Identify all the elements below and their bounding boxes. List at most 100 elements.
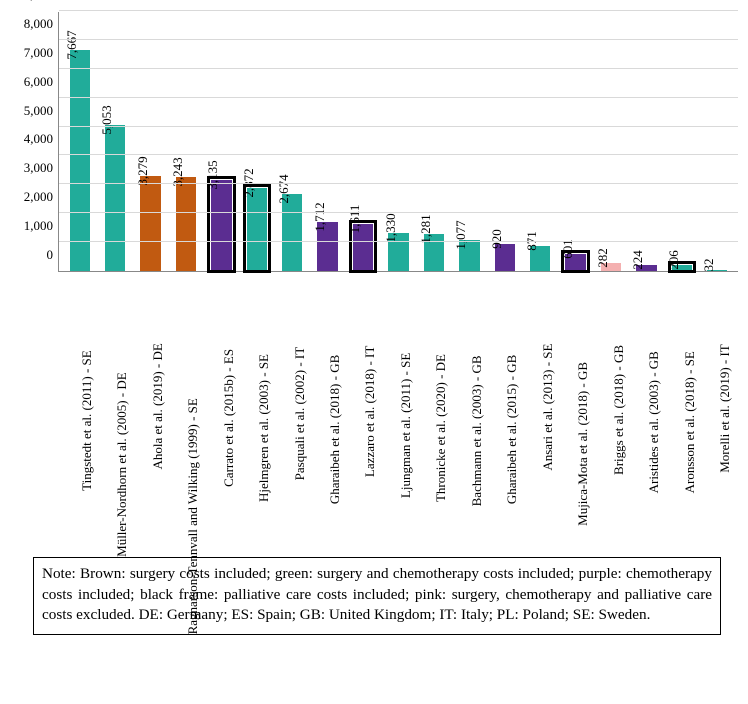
gridline xyxy=(59,39,738,40)
x-label: Ljungman et al. (2011) - SE xyxy=(398,353,414,498)
x-label: Mujica-Mota et al. (2018) - GB xyxy=(575,362,591,526)
x-label: Morelli et al. (2019) - IT xyxy=(717,344,733,473)
x-label: Pasquali et al. (2002) - IT xyxy=(292,347,308,481)
bar: 601 xyxy=(565,254,585,271)
y-tick-label: 5,000 xyxy=(24,103,53,119)
x-label-slot: Hjelmgren et al. (2003) - SE xyxy=(243,274,268,284)
bar-slot: 282 xyxy=(598,12,623,271)
bars-container: 7,667 5,053 3,279 3,243 3,135 2,872 2,674 1,712… xyxy=(59,12,738,271)
x-label: Tingstedt et al. (2011) - SE xyxy=(79,350,95,491)
chart-note: Note: Brown: surgery costs included; gre… xyxy=(33,557,721,635)
bar-slot: 871 xyxy=(527,12,552,271)
y-tick-label: 6,000 xyxy=(24,74,53,90)
bar: 206 xyxy=(672,265,692,271)
bar: 282 xyxy=(601,263,621,271)
gridline xyxy=(59,212,738,213)
x-label: Thronicke et al. (2020) - DE xyxy=(433,354,449,502)
x-label-slot: Müller-Nordhorn et al. (2005) - DE xyxy=(101,274,126,284)
value-label: 7,667 xyxy=(64,30,80,59)
y-tick-label: 0 xyxy=(47,247,54,263)
value-label: 224 xyxy=(630,250,646,270)
bar: 871 xyxy=(530,246,550,271)
x-label: Aristides et al. (2003) - GB xyxy=(646,351,662,493)
bar: 2,674 xyxy=(282,194,302,271)
x-label: Ansari et al. (2013) - SE xyxy=(540,344,556,471)
bar: 3,279 xyxy=(140,176,160,271)
gridline xyxy=(59,241,738,242)
value-label: 282 xyxy=(595,248,611,268)
bar-slot: 3,279 xyxy=(138,12,163,271)
value-label: 1,611 xyxy=(347,205,363,234)
x-label-slot: Ahola et al. (2019) - DE xyxy=(137,274,162,284)
bar-slot: 601 xyxy=(563,12,588,271)
x-label-slot: Pasquali et al. (2002) - IT xyxy=(279,274,304,284)
bar-slot: 1,611 xyxy=(350,12,375,271)
value-label: 3,279 xyxy=(135,157,151,186)
bar: 1,330 xyxy=(388,233,408,271)
gridline xyxy=(59,97,738,98)
bar-slot: 920 xyxy=(492,12,517,271)
x-label-slot: Ragnarson-Tennvall and Wilking (1999) - … xyxy=(172,274,197,284)
x-label: Carrato et al. (2015b) - ES xyxy=(221,349,237,487)
bar: 1,611 xyxy=(353,224,373,271)
x-label: Gharaibeh et al. (2015) - GB xyxy=(504,355,520,504)
x-label: Bachmann et al. (2003) - GB xyxy=(469,355,485,506)
bar: 3,243 xyxy=(176,177,196,271)
x-label-slot: Morelli et al. (2019) - IT xyxy=(704,274,729,284)
bar: 1,281 xyxy=(424,234,444,271)
bar-slot: 1,077 xyxy=(457,12,482,271)
bar: 224 xyxy=(636,265,656,271)
bar-slot: 206 xyxy=(669,12,694,271)
gridline xyxy=(59,183,738,184)
y-tick-label: 3,000 xyxy=(24,160,53,176)
plot-region: 7,667 5,053 3,279 3,243 3,135 2,872 2,674 1,712… xyxy=(58,12,738,272)
bar-slot: 1,712 xyxy=(315,12,340,271)
x-label-slot: Gharaibeh et al. (2018) - GB xyxy=(314,274,339,284)
bar-slot: 2,674 xyxy=(280,12,305,271)
value-label: 206 xyxy=(666,250,682,270)
x-label-slot: Briggs et al. (2018) - GB xyxy=(598,274,623,284)
value-label: 2,674 xyxy=(276,174,292,203)
x-label: Hjelmgren et al. (2003) - SE xyxy=(256,354,272,502)
bar-slot: 224 xyxy=(634,12,659,271)
bar-slot: 1,330 xyxy=(386,12,411,271)
bar-slot: 3,243 xyxy=(173,12,198,271)
y-tick-label: 8,000 xyxy=(24,16,53,32)
bar-slot: 5,053 xyxy=(102,12,127,271)
gridline xyxy=(59,68,738,69)
y-tick-label: 2,000 xyxy=(24,189,53,205)
y-tick-label: 4,000 xyxy=(24,131,53,147)
bar-slot: 1,281 xyxy=(421,12,446,271)
x-label-slot: Lazzaro et al. (2018) - IT xyxy=(350,274,375,284)
x-label: Müller-Nordhorn et al. (2005) - DE xyxy=(114,372,130,557)
x-label-slot: Gharaibeh et al. (2015) - GB xyxy=(492,274,517,284)
x-label-slot: Carrato et al. (2015b) - ES xyxy=(208,274,233,284)
cost-bar-chart: 7,667 5,053 3,279 3,243 3,135 2,872 2,674 1,712… xyxy=(58,12,738,417)
bar: 1,077 xyxy=(459,240,479,271)
bar: 3,135 xyxy=(211,180,231,271)
x-label: Lazzaro et al. (2018) - IT xyxy=(362,346,378,477)
value-label: 1,330 xyxy=(383,213,399,242)
x-label-slot: Ansari et al. (2013) - SE xyxy=(527,274,552,284)
gridline xyxy=(59,154,738,155)
bar: 920 xyxy=(495,244,515,271)
x-label-slot: Tingstedt et al. (2011) - SE xyxy=(66,274,91,284)
bar: 1,712 xyxy=(317,222,337,271)
bar: 32 xyxy=(707,270,727,271)
x-label: Gharaibeh et al. (2018) - GB xyxy=(327,355,343,504)
bar-slot: 7,667 xyxy=(67,12,92,271)
bar: 2,872 xyxy=(247,188,267,271)
value-label: 1,077 xyxy=(453,220,469,249)
gridline xyxy=(59,126,738,127)
value-label: 1,712 xyxy=(312,202,328,231)
x-label-slot: Bachmann et al. (2003) - GB xyxy=(456,274,481,284)
value-label: 32 xyxy=(701,259,717,272)
value-label: 1,281 xyxy=(418,214,434,243)
x-label-slot: Aronsson et al. (2018) - SE xyxy=(669,274,694,284)
value-label: 3,135 xyxy=(205,161,221,190)
value-label: 920 xyxy=(489,230,505,250)
x-label-slot: Aristides et al. (2003) - GB xyxy=(634,274,659,284)
x-label: Ahola et al. (2019) - DE xyxy=(150,343,166,469)
x-label-slot: Mujica-Mota et al. (2018) - GB xyxy=(563,274,588,284)
y-tick-label: 1,000 xyxy=(24,218,53,234)
